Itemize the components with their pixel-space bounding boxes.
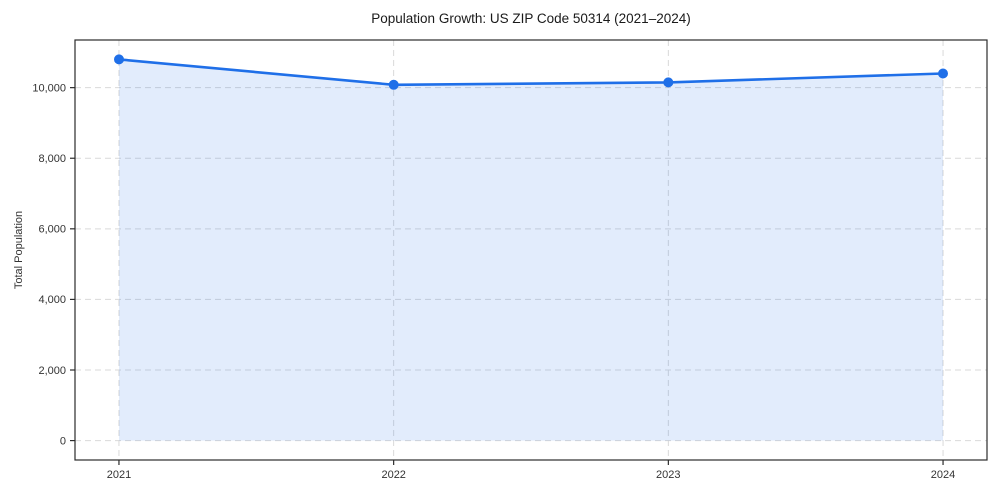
x-tick-label: 2022: [381, 469, 405, 481]
y-tick-label: 8,000: [38, 153, 66, 165]
y-tick-label: 6,000: [38, 224, 66, 236]
data-point-marker: [114, 54, 124, 65]
data-point-marker: [938, 68, 948, 79]
x-tick-label: 2023: [656, 469, 680, 481]
data-point-marker: [663, 77, 674, 88]
area-fill: [119, 59, 943, 441]
y-tick-label: 0: [60, 435, 66, 447]
x-tick-label: 2021: [107, 469, 131, 481]
y-tick-label: 4,000: [38, 294, 66, 306]
data-point-marker: [388, 79, 399, 90]
x-tick-label: 2024: [931, 469, 955, 481]
data-line: [117, 58, 945, 87]
chart-title: Population Growth: US ZIP Code 50314 (20…: [371, 11, 691, 26]
y-tick-label: 2,000: [38, 365, 66, 377]
plot-border: [74, 39, 988, 461]
y-tick-label: 10,000: [32, 82, 66, 94]
